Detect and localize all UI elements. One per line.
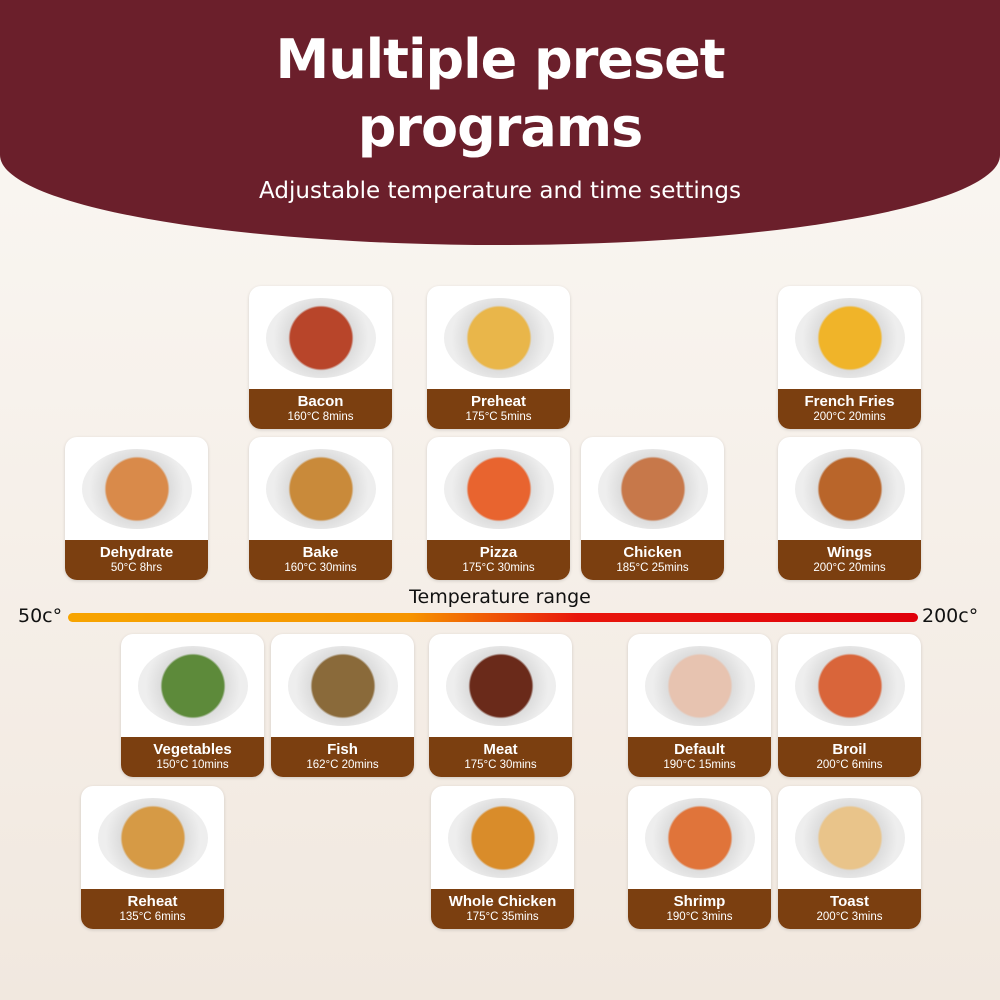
program-setting: 200°C 6mins [816, 759, 883, 771]
program-setting: 175°C 30mins [462, 562, 535, 574]
program-name: Fish [327, 741, 358, 758]
food-image [427, 286, 570, 389]
program-name: Preheat [470, 393, 527, 410]
food-image [81, 786, 224, 889]
program-card-bacon: Bacon 160°C 8mins [249, 286, 392, 429]
food-image [121, 634, 264, 737]
program-card-bake: Bake 160°C 30mins [249, 437, 392, 580]
food-image [427, 437, 570, 540]
program-card-fish: Fish 162°C 20mins [271, 634, 414, 777]
program-setting: 200°C 20mins [813, 411, 886, 423]
program-card-default: Default 190°C 15mins [628, 634, 771, 777]
food-image [249, 437, 392, 540]
program-label: French Fries 200°C 20mins [778, 389, 921, 429]
program-name: Toast [830, 893, 869, 910]
program-label: Wings 200°C 20mins [778, 540, 921, 580]
program-card-meat: Meat 175°C 30mins [429, 634, 572, 777]
program-name: French Fries [804, 393, 895, 410]
program-label: Vegetables 150°C 10mins [121, 737, 264, 777]
program-name: Bake [302, 544, 339, 561]
program-label: Whole Chicken 175°C 35mins [431, 889, 574, 929]
range-max-label: 200c° [922, 605, 979, 627]
program-card-toast: Toast 200°C 3mins [778, 786, 921, 929]
program-name: Reheat [127, 893, 178, 910]
food-image [628, 634, 771, 737]
program-setting: 162°C 20mins [306, 759, 379, 771]
program-setting: 50°C 8hrs [110, 562, 163, 574]
program-card-french-fries: French Fries 200°C 20mins [778, 286, 921, 429]
program-name: Shrimp [673, 893, 726, 910]
program-card-broil: Broil 200°C 6mins [778, 634, 921, 777]
title-line-1: Multiple preset [275, 28, 725, 91]
program-card-vegetables: Vegetables 150°C 10mins [121, 634, 264, 777]
program-card-pizza: Pizza 175°C 30mins [427, 437, 570, 580]
program-name: Meat [483, 741, 518, 758]
program-label: Chicken 185°C 25mins [581, 540, 724, 580]
program-setting: 190°C 3mins [666, 911, 733, 923]
program-label: Toast 200°C 3mins [778, 889, 921, 929]
program-label: Dehydrate 50°C 8hrs [65, 540, 208, 580]
food-image [778, 634, 921, 737]
header-banner [0, 0, 1000, 245]
program-setting: 175°C 35mins [466, 911, 539, 923]
program-label: Meat 175°C 30mins [429, 737, 572, 777]
program-setting: 185°C 25mins [616, 562, 689, 574]
food-image [431, 786, 574, 889]
range-min-label: 50c° [18, 605, 63, 627]
program-card-dehydrate: Dehydrate 50°C 8hrs [65, 437, 208, 580]
program-label: Broil 200°C 6mins [778, 737, 921, 777]
food-image [778, 286, 921, 389]
program-label: Bake 160°C 30mins [249, 540, 392, 580]
program-name: Chicken [623, 544, 682, 561]
program-name: Dehydrate [99, 544, 174, 561]
program-setting: 160°C 8mins [287, 411, 354, 423]
program-label: Default 190°C 15mins [628, 737, 771, 777]
program-name: Pizza [479, 544, 518, 561]
program-label: Preheat 175°C 5mins [427, 389, 570, 429]
program-setting: 200°C 3mins [816, 911, 883, 923]
food-image [778, 786, 921, 889]
program-setting: 150°C 10mins [156, 759, 229, 771]
program-setting: 200°C 20mins [813, 562, 886, 574]
program-name: Vegetables [153, 741, 232, 758]
program-label: Fish 162°C 20mins [271, 737, 414, 777]
program-card-wings: Wings 200°C 20mins [778, 437, 921, 580]
program-card-chicken: Chicken 185°C 25mins [581, 437, 724, 580]
program-setting: 175°C 5mins [465, 411, 532, 423]
program-card-preheat: Preheat 175°C 5mins [427, 286, 570, 429]
subtitle: Adjustable temperature and time settings [259, 178, 741, 204]
program-setting: 135°C 6mins [119, 911, 186, 923]
food-image [628, 786, 771, 889]
title-line-2: programs [357, 96, 644, 159]
program-setting: 160°C 30mins [284, 562, 357, 574]
program-label: Bacon 160°C 8mins [249, 389, 392, 429]
food-image [249, 286, 392, 389]
program-card-shrimp: Shrimp 190°C 3mins [628, 786, 771, 929]
food-image [778, 437, 921, 540]
food-image [429, 634, 572, 737]
food-image [65, 437, 208, 540]
program-name: Wings [827, 544, 872, 561]
program-label: Pizza 175°C 30mins [427, 540, 570, 580]
program-label: Reheat 135°C 6mins [81, 889, 224, 929]
program-setting: 190°C 15mins [663, 759, 736, 771]
program-name: Whole Chicken [448, 893, 557, 910]
program-card-whole-chicken: Whole Chicken 175°C 35mins [431, 786, 574, 929]
program-name: Bacon [297, 393, 344, 410]
program-card-reheat: Reheat 135°C 6mins [81, 786, 224, 929]
temperature-range-label: Temperature range [409, 586, 591, 608]
food-image [271, 634, 414, 737]
temperature-range-bar [68, 613, 918, 622]
program-name: Broil [832, 741, 867, 758]
program-name: Default [674, 741, 725, 758]
program-setting: 175°C 30mins [464, 759, 537, 771]
food-image [581, 437, 724, 540]
program-label: Shrimp 190°C 3mins [628, 889, 771, 929]
